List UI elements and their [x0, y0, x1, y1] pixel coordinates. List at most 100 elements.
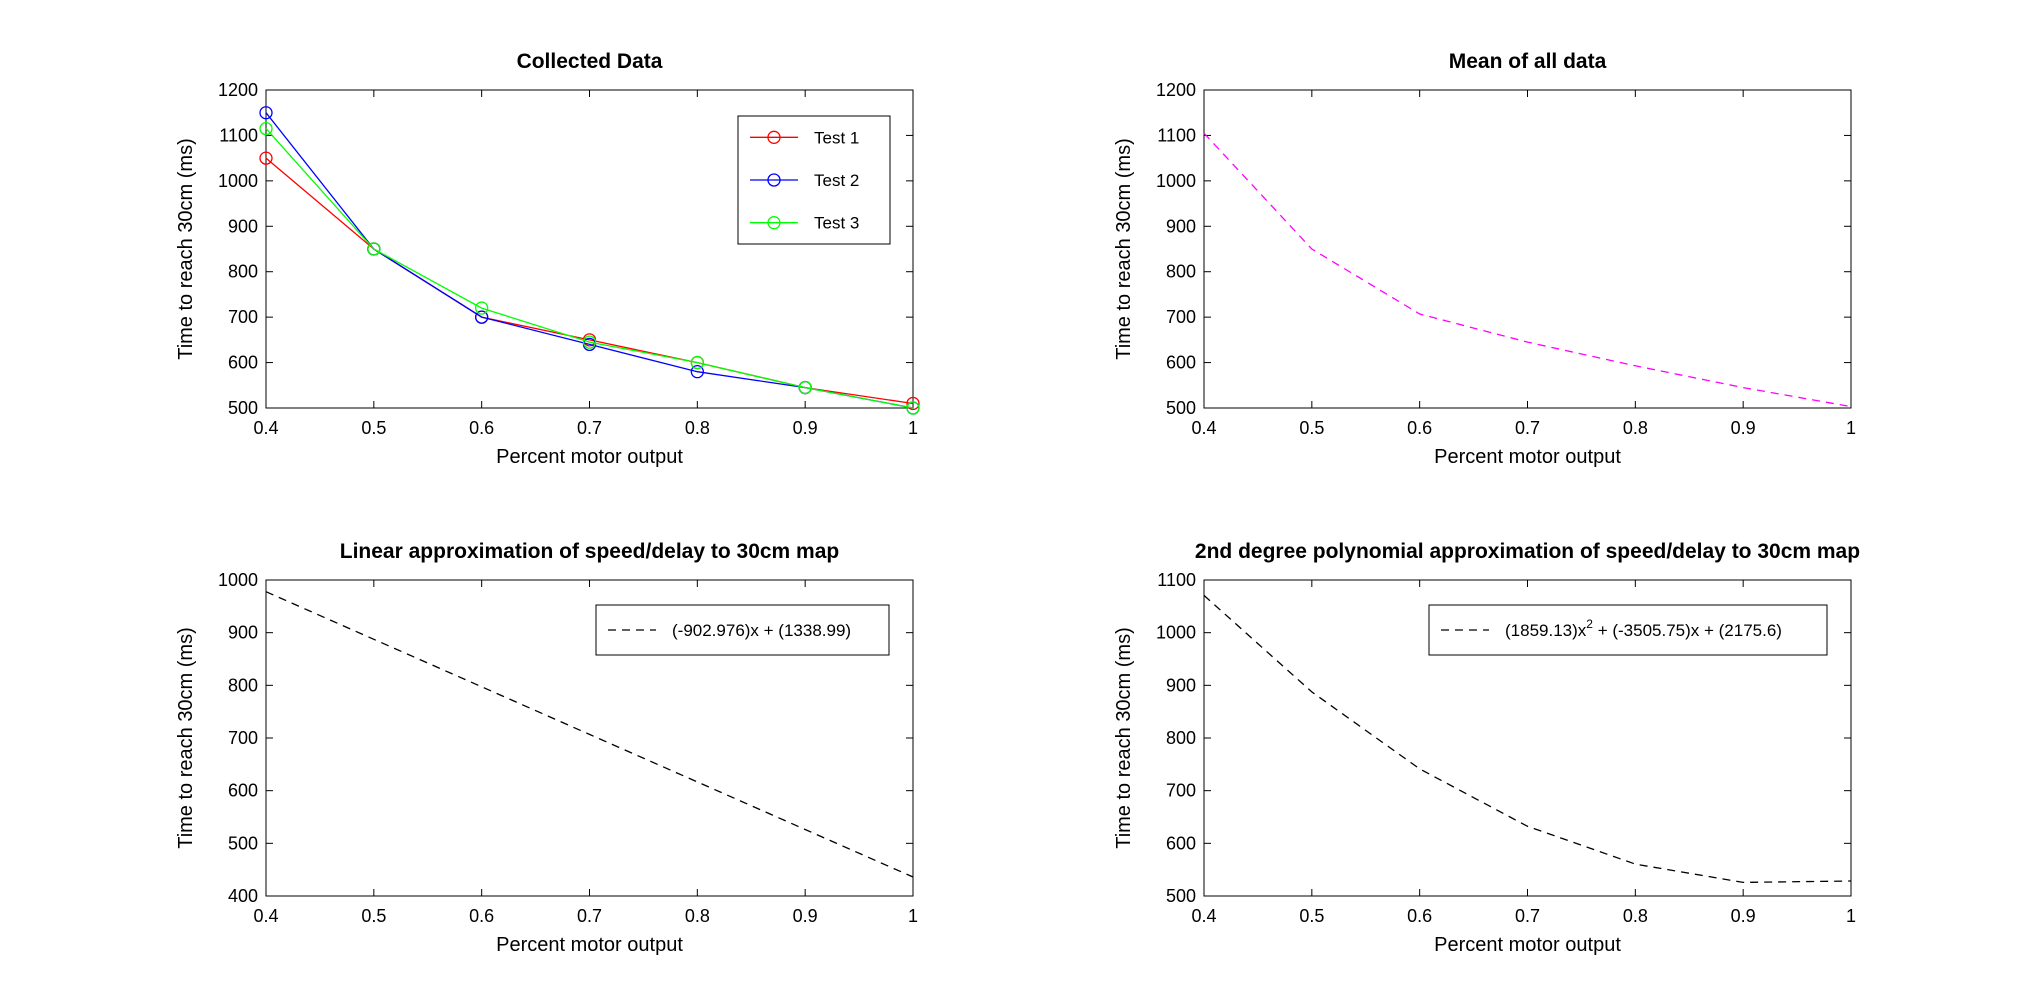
- y-tick-label: 900: [228, 623, 258, 643]
- chart-title: Collected Data: [517, 50, 663, 73]
- y-tick-label: 900: [228, 216, 258, 236]
- legend-box: [1428, 604, 1828, 656]
- y-tick-label: 1000: [1156, 623, 1196, 643]
- x-axis-label: Percent motor output: [1434, 446, 1621, 468]
- chart-4: 2nd degree polynomial approximation of s…: [1113, 540, 1860, 956]
- x-tick-label: 0.9: [1731, 418, 1756, 438]
- data-point: [690, 355, 704, 370]
- y-tick-label: 400: [228, 886, 258, 906]
- x-tick-label: 0.5: [1299, 418, 1324, 438]
- x-tick-label: 0.6: [1407, 418, 1432, 438]
- y-tick-label: 700: [1166, 781, 1196, 801]
- x-tick-label: 0.4: [1191, 906, 1216, 926]
- x-tick-label: 1: [1846, 906, 1856, 926]
- y-tick-label: 500: [228, 398, 258, 418]
- data-point: [259, 121, 273, 136]
- legend-box: [595, 604, 890, 656]
- x-tick-label: 0.7: [577, 906, 602, 926]
- data-point: [475, 301, 489, 315]
- y-tick-label: 1000: [218, 570, 258, 590]
- series-line-1: [1203, 132, 1852, 408]
- y-tick-label: 800: [228, 262, 258, 282]
- chart-title: Linear approximation of speed/delay to 3…: [340, 540, 839, 563]
- x-tick-label: 0.5: [361, 906, 386, 926]
- legend-label: Test 3: [814, 214, 859, 233]
- y-tick-label: 900: [1166, 216, 1196, 236]
- legend-marker: [767, 216, 781, 230]
- y-tick-label: 500: [228, 833, 258, 853]
- x-tick-label: 0.9: [793, 418, 818, 438]
- y-tick-label: 1100: [219, 125, 258, 145]
- x-tick-label: 0.6: [469, 418, 494, 438]
- x-tick-label: 0.8: [1623, 418, 1648, 438]
- x-axis-label: Percent motor output: [1434, 934, 1621, 956]
- chart-title: Mean of all data: [1449, 50, 1607, 73]
- chart-3: Linear approximation of speed/delay to 3…: [175, 540, 918, 956]
- data-point: [259, 106, 273, 120]
- series-line-1: [265, 591, 914, 878]
- x-tick-label: 0.9: [1731, 906, 1756, 926]
- y-tick-label: 500: [1166, 398, 1196, 418]
- chart-2: Mean of all data 0.4 0.5 0.6 0.7 0.8 0.9 1 500 60…: [1113, 50, 1856, 468]
- y-tick-label: 1000: [218, 171, 258, 191]
- x-axis-label: Percent motor output: [496, 934, 683, 956]
- y-tick-label: 500: [1166, 886, 1196, 906]
- data-point: [475, 310, 489, 324]
- x-axis-label: Percent motor output: [496, 446, 683, 468]
- y-tick-label: 700: [228, 307, 258, 327]
- y-tick-label: 800: [1166, 262, 1196, 282]
- x-tick-label: 0.4: [253, 906, 278, 926]
- x-tick-label: 0.7: [1515, 906, 1540, 926]
- x-tick-label: 0.7: [577, 418, 602, 438]
- y-tick-label: 1000: [1156, 171, 1196, 191]
- x-tick-label: 0.4: [1191, 418, 1216, 438]
- data-point: [906, 396, 920, 411]
- legend-label: Test 1: [814, 128, 859, 147]
- x-tick-label: 0.9: [793, 906, 818, 926]
- data-point: [582, 335, 597, 349]
- y-tick-label: 700: [1166, 307, 1196, 327]
- y-tick-label: 1200: [218, 80, 258, 100]
- x-tick-label: 0.8: [685, 418, 710, 438]
- x-tick-label: 0.6: [1407, 906, 1432, 926]
- x-tick-label: 0.4: [253, 418, 278, 438]
- y-tick-label: 1200: [1156, 80, 1196, 100]
- y-tick-label: 900: [1166, 675, 1196, 695]
- y-tick-label: 800: [228, 675, 258, 695]
- y-tick-label: 700: [228, 728, 258, 748]
- y-axis-label: Time to reach 30cm (ms): [1113, 138, 1135, 360]
- x-tick-label: 0.8: [685, 906, 710, 926]
- y-tick-label: 1100: [1157, 570, 1196, 590]
- y-axis-label: Time to reach 30cm (ms): [1113, 627, 1135, 849]
- y-axis-label: Time to reach 30cm (ms): [175, 138, 197, 360]
- legend-marker: [767, 130, 781, 144]
- data-point: [259, 151, 273, 165]
- series-line-3: [265, 128, 914, 409]
- plot-area-frame: [1203, 89, 1852, 409]
- legend-label: Test 2: [814, 171, 859, 190]
- legend-label: (-902.976)x + (1338.99): [672, 621, 851, 640]
- y-tick-label: 1100: [1157, 125, 1196, 145]
- y-tick-label: 600: [228, 781, 258, 801]
- y-tick-label: 600: [1166, 833, 1196, 853]
- chart-title: 2nd degree polynomial approximation of s…: [1195, 540, 1860, 563]
- data-point: [798, 380, 812, 395]
- y-axis-label: Time to reach 30cm (ms): [175, 627, 197, 849]
- data-point: [690, 365, 704, 379]
- x-tick-label: 1: [1846, 418, 1856, 438]
- x-tick-label: 0.8: [1623, 906, 1648, 926]
- legend-marker: [767, 173, 781, 187]
- x-tick-label: 1: [908, 418, 918, 438]
- legend-label: (1859.13)x2 + (-3505.75)x + (2175.6): [1505, 617, 1782, 640]
- y-tick-label: 800: [1166, 728, 1196, 748]
- data-point: [367, 242, 381, 256]
- x-tick-label: 0.5: [1299, 906, 1324, 926]
- y-tick-label: 600: [228, 353, 258, 373]
- x-tick-label: 0.5: [361, 418, 386, 438]
- data-point: [906, 401, 920, 415]
- x-tick-label: 0.7: [1515, 418, 1540, 438]
- x-tick-label: 1: [908, 906, 918, 926]
- y-tick-label: 600: [1166, 353, 1196, 373]
- x-tick-label: 0.6: [469, 906, 494, 926]
